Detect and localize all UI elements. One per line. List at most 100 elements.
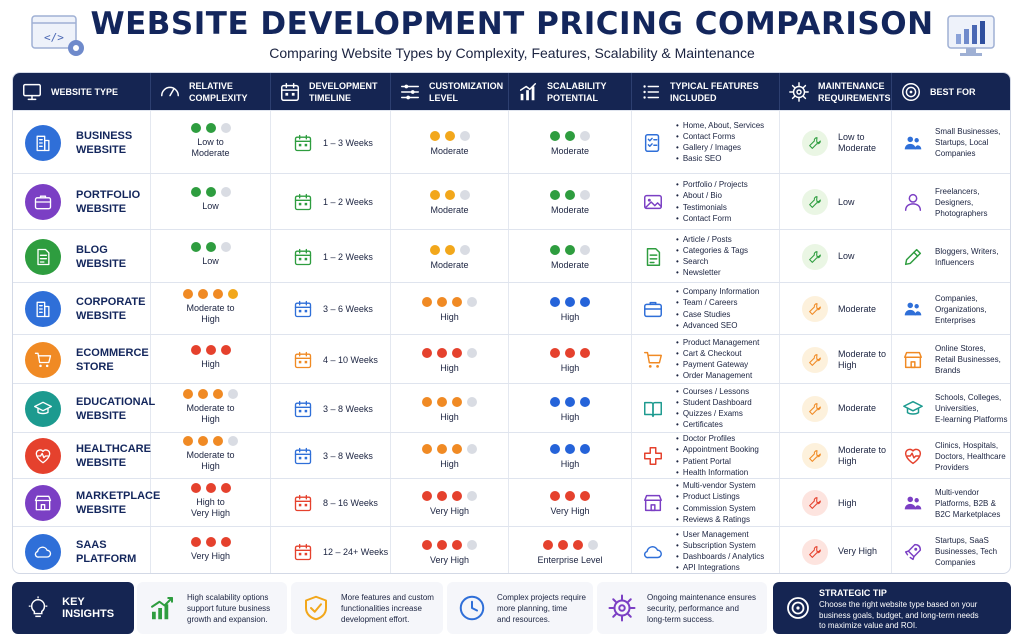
scalability-cell: Moderate [509,111,632,173]
maintenance-cell: Moderate [780,384,892,432]
scalability-cell: Moderate [509,230,632,282]
complexity-cell: High to Very High [151,479,271,526]
website-type-badge [25,390,61,427]
feature-item: Testimonials [676,202,748,213]
feature-item: Home, About, Services [676,120,764,131]
rating-dot-green [565,244,575,255]
timeline-cell: 3 – 8 Weeks [271,384,391,432]
maintenance-cell: Very High [780,527,892,573]
table-row: CORPORATE WEBSITE Moderate to High 3 – 6… [13,282,1010,334]
maintenance-badge [802,443,828,469]
maintenance-label: Very High [838,546,878,556]
customization-rating [391,396,508,407]
maintenance-label: Moderate to High [838,445,887,466]
rating-dot-yellow [429,190,440,200]
complexity-label: Moderate to High [186,402,235,424]
scalability-rating [509,347,631,358]
best-for-cell: Online Stores, Retail Businesses, Brands [892,335,1010,383]
complexity-cell: High [151,335,271,383]
rating-dot-orange [452,297,462,307]
store-icon [904,351,922,368]
best-for-label: Companies, Organizations, Enterprises [935,293,987,325]
rating-dot-red [205,536,216,547]
rating-dot-red [190,483,201,493]
best-for-cell: Companies, Organizations, Enterprises [892,283,1010,334]
feature-item: Product Listings [676,491,756,502]
rating-dot-orange [437,297,447,307]
scalability-label: High [560,312,580,322]
rating-dot-grey [467,347,477,358]
rating-dot-green [205,122,216,133]
rating-dot-orange [183,289,193,299]
timeline-cell: 1 – 2 Weeks [271,174,391,229]
website-type-cell: BUSINESS WEBSITE [13,111,151,173]
insight-text: High scalability options support future … [187,592,271,624]
calendar-icon [281,82,299,101]
best-for-cell: Bloggers, Writers, Influencers [892,230,1010,282]
website-type-cell: ECOMMERCE STORE [13,335,151,383]
heart-pulse-icon [35,449,51,464]
customization-rating [391,347,508,358]
column-header-label: CUSTOMIZATION LEVEL [429,80,504,103]
customization-label: Very High [429,506,470,516]
document-pen-icon [37,248,50,265]
best-for-cell: Startups, SaaS Businesses, Tech Companie… [892,527,1010,573]
maintenance-cell: Moderate [780,283,892,334]
features-cell: Company InformationTeam / CareersCase St… [632,283,780,334]
rating-dot-red [542,539,553,550]
cloud-gear-icon [34,546,52,558]
features-cell: Article / PostsCategories & TagsSearchNe… [632,230,780,282]
rating-dot-yellow [228,289,238,299]
scalability-cell: High [509,384,632,432]
rating-dot-orange [422,444,432,454]
feature-item: Cart & Checkout [676,348,759,359]
medical-cross-icon [644,447,662,465]
rating-dot-orange [437,444,447,454]
page-subtitle: Comparing Website Types by Complexity, F… [269,45,755,61]
customization-rating [391,539,508,550]
customization-rating [391,297,508,307]
feature-list: Article / PostsCategories & TagsSearchNe… [676,234,748,279]
code-window-icon: </> [31,15,84,56]
complexity-rating [151,187,270,197]
rating-dot-red [205,483,216,493]
features-cell: Product ManagementCart & CheckoutPayment… [632,335,780,383]
rating-dot-grey [467,297,477,307]
rating-dot-red [437,539,447,550]
scalability-label: High [560,362,580,373]
rating-dot-red [550,491,560,501]
complexity-label: Very High [190,550,231,561]
rating-dot-grey [580,130,590,141]
rating-dot-yellow [444,190,455,200]
complexity-cell: Moderate to High [151,283,271,334]
feature-list: Courses / LessonsStudent DashboardQuizze… [676,386,752,431]
wrench-icon [809,250,821,263]
website-type-badge [25,533,61,570]
rating-dot-orange [452,444,462,454]
briefcase-icon [34,195,52,210]
rating-dot-red [580,347,590,358]
rating-dot-red [452,491,462,501]
feature-item: About / Bio [676,190,748,201]
wrench-icon [809,353,821,366]
feature-item: Newsletter [676,267,748,278]
customization-label: Moderate [430,145,469,156]
feature-item: Contact Forms [676,131,764,142]
cloud-icon [643,545,662,558]
key-insights-label: KEY INSIGHTS [62,596,115,620]
monitor-icon [23,83,41,100]
customization-label: High [440,459,459,469]
table-row: PORTFOLIO WEBSITE Low 1 – 2 Weeks Modera… [13,173,1010,229]
feature-item: Courses / Lessons [676,386,752,397]
rating-dot-green [190,241,201,252]
cart-icon [34,352,52,367]
rating-dot-grey [580,190,590,200]
rating-dot-green [565,190,575,200]
people-icon [904,136,922,149]
rating-dot-yellow [429,244,440,255]
timeline-cell: 3 – 6 Weeks [271,283,391,334]
rating-dot-red [580,491,590,501]
tip-title: STRATEGIC TIP [819,588,887,598]
complexity-rating [151,536,270,547]
feature-item: Order Management [676,370,759,381]
